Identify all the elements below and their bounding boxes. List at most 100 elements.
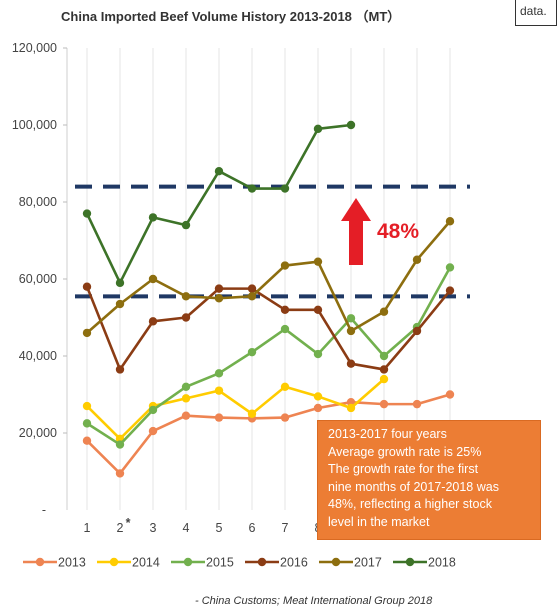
series-lines	[82, 120, 455, 478]
data-point	[346, 326, 356, 336]
data-point	[181, 382, 191, 391]
data-point	[115, 469, 125, 478]
data-point	[445, 217, 455, 226]
corner-note: data.	[515, 0, 557, 26]
data-point	[313, 392, 323, 401]
data-point	[412, 399, 422, 409]
legend-swatch-marker	[257, 557, 267, 567]
data-point	[280, 261, 290, 270]
legend-label: 2013	[58, 556, 86, 570]
data-point	[214, 284, 224, 293]
y-tick-label: 120,000	[12, 41, 57, 55]
data-point	[148, 317, 158, 326]
data-point	[247, 284, 257, 293]
data-point	[181, 220, 191, 230]
data-point	[82, 282, 92, 291]
chart-title: China Imported Beef Volume History 2013-…	[61, 9, 400, 24]
data-point	[346, 359, 356, 368]
data-point	[313, 349, 323, 359]
data-point	[214, 167, 224, 176]
data-point	[379, 351, 389, 361]
data-point	[214, 386, 224, 395]
data-point	[412, 326, 422, 336]
callout-line: 48%, reflecting a higher stock	[328, 497, 492, 511]
y-tick-label: -	[42, 503, 46, 517]
legend-swatch-marker	[405, 557, 415, 567]
callout-line: The growth rate for the first	[328, 462, 479, 476]
data-point	[115, 440, 125, 449]
x-tick-marker: *	[126, 516, 131, 530]
data-point	[82, 419, 92, 428]
legend-swatch-marker	[183, 557, 193, 567]
data-point	[280, 324, 290, 334]
data-point	[346, 398, 356, 407]
data-point	[313, 305, 323, 314]
data-point	[214, 413, 224, 422]
y-tick-label: 80,000	[19, 195, 57, 209]
data-point	[313, 124, 323, 134]
source-note: - China Customs; Meat International Grou…	[195, 595, 433, 607]
y-tick-label: 20,000	[19, 426, 57, 440]
data-point	[313, 257, 323, 266]
legend-label: 2017	[354, 556, 382, 570]
series-line	[86, 220, 451, 334]
y-tick-label: 60,000	[19, 272, 57, 286]
legend-swatch-marker	[35, 557, 45, 567]
reference-lines	[75, 184, 470, 299]
data-point	[82, 328, 92, 338]
x-tick-label: 2	[117, 521, 124, 535]
callout-line: 2013-2017 four years	[328, 427, 447, 441]
data-point	[148, 426, 158, 436]
data-point	[280, 305, 290, 314]
legend-label: 2014	[132, 556, 160, 570]
legend-label: 2018	[428, 556, 456, 570]
legend-swatch-marker	[331, 557, 341, 567]
data-point	[181, 394, 191, 403]
data-point	[181, 313, 191, 322]
data-point	[181, 411, 191, 420]
growth-arrow: 48%	[341, 198, 419, 265]
data-point	[412, 255, 422, 264]
series-line	[85, 286, 452, 371]
x-tick-label: 5	[216, 521, 223, 535]
x-tick-label: 1	[84, 521, 91, 535]
series-line	[86, 378, 385, 441]
data-point	[214, 294, 224, 303]
data-point	[148, 405, 158, 415]
data-point	[280, 413, 290, 422]
x-tick-label: 6	[249, 521, 256, 535]
data-point	[247, 292, 257, 301]
data-point	[313, 403, 323, 413]
legend-swatch-marker	[109, 557, 119, 567]
callout-line: Average growth rate is 25%	[328, 444, 482, 459]
data-point	[379, 365, 389, 374]
x-tick-label: 3	[150, 521, 157, 535]
data-point	[115, 278, 125, 288]
data-point	[82, 209, 92, 218]
callout-line: level in the market	[328, 514, 430, 529]
data-point	[379, 399, 389, 409]
data-point	[346, 120, 356, 130]
callout-box: 2013-2017 four years Average growth rate…	[317, 420, 541, 540]
axes: 20,000 40,000 60,000 80,000 100,000 120,000 - 1…	[12, 41, 322, 535]
up-arrow-icon	[341, 198, 371, 265]
data-point	[247, 409, 257, 418]
data-point	[445, 263, 455, 272]
data-point	[445, 286, 455, 295]
data-point	[247, 347, 257, 357]
y-tick-label: 100,000	[12, 118, 57, 132]
y-tick-label: 40,000	[19, 349, 57, 363]
data-point	[214, 369, 224, 378]
data-point	[181, 292, 191, 301]
callout-line: nine months of 2017-2018 was	[328, 479, 499, 494]
data-point	[82, 436, 92, 445]
series-line	[86, 393, 451, 475]
data-point	[346, 403, 356, 413]
data-point	[247, 184, 257, 193]
data-point	[346, 314, 356, 323]
data-point	[115, 365, 125, 374]
data-point	[148, 274, 158, 284]
data-point	[379, 374, 389, 384]
data-point	[280, 184, 290, 193]
growth-label: 48%	[377, 220, 419, 243]
